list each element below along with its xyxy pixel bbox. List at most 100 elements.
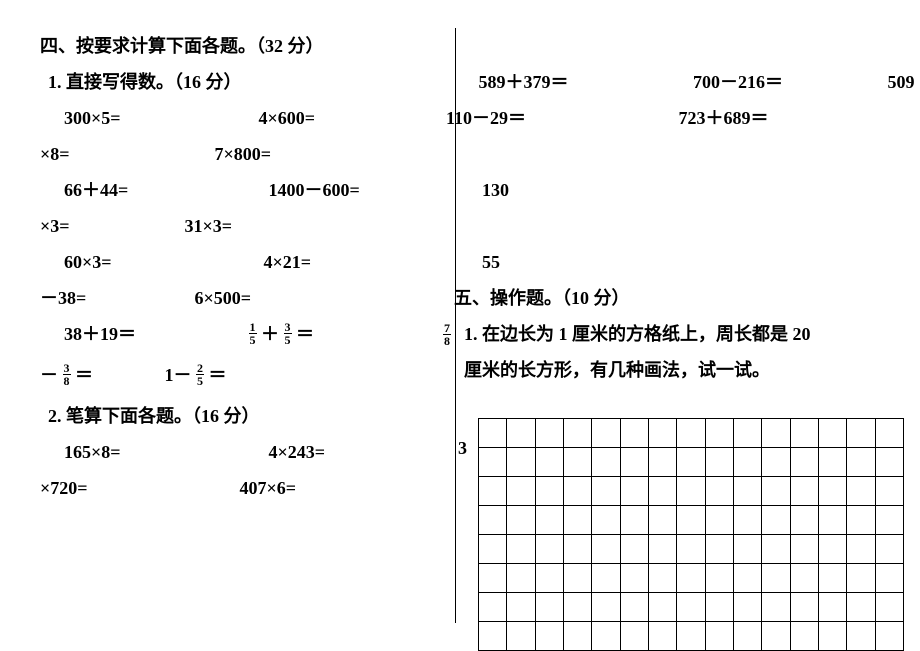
grid-cell (790, 419, 818, 448)
expr: 7×800= (215, 144, 272, 164)
grid-cell (847, 564, 875, 593)
calc-row: － 38 ＝ 1－ 25 ＝ (40, 352, 455, 398)
grid-cell (847, 622, 875, 651)
calc-row: 300×5= 4×600= (40, 100, 455, 136)
calc-row: 38＋19＝ 15 ＋ 35 ＝ (40, 316, 455, 352)
value: 130 (464, 172, 904, 208)
grid-cell (705, 593, 733, 622)
expr: 31×3= (185, 216, 233, 236)
grid-cell (677, 593, 705, 622)
grid-cell (563, 506, 591, 535)
grid-cell (733, 506, 761, 535)
q2-title: 2. 笔算下面各题。（16 分） (40, 398, 455, 434)
grid-cell (762, 419, 790, 448)
grid-cell (847, 593, 875, 622)
expr: 38＋19＝ (64, 316, 244, 352)
section5-title: 五、操作题。（10 分） (454, 280, 904, 316)
grid-cell (620, 564, 648, 593)
grid-cell (648, 448, 676, 477)
grid-cell (818, 535, 846, 564)
grid-cell (762, 564, 790, 593)
grid-cell (677, 419, 705, 448)
grid-cell (592, 593, 620, 622)
grid-cell (592, 506, 620, 535)
fraction: 38 (63, 362, 71, 387)
grid-cell (875, 564, 903, 593)
grid-cell (677, 506, 705, 535)
expr: 407×6= (240, 478, 297, 498)
spacer (464, 208, 904, 244)
grid-cell (733, 622, 761, 651)
grid-cell (479, 622, 507, 651)
grid-cell (733, 448, 761, 477)
grid-cell (733, 564, 761, 593)
grid-cell (535, 477, 563, 506)
grid-cell (705, 564, 733, 593)
right-column: 589＋379＝ 700－216＝ 509 110－29＝ 723＋689＝ 1… (456, 28, 904, 651)
grid-cell (648, 535, 676, 564)
grid-cell (875, 535, 903, 564)
grid-cell (563, 535, 591, 564)
section4-title: 四、按要求计算下面各题。（32 分） (40, 28, 455, 64)
grid-cell (563, 593, 591, 622)
grid-cell (677, 448, 705, 477)
grid-cell (818, 477, 846, 506)
grid-cell (818, 419, 846, 448)
grid-cell (762, 448, 790, 477)
grid-cell (847, 448, 875, 477)
two-column-layout: 四、按要求计算下面各题。（32 分） 1. 直接写得数。（16 分） 300×5… (40, 28, 920, 651)
grid-cell (535, 564, 563, 593)
grid-cell (507, 419, 535, 448)
grid-cell (847, 477, 875, 506)
grid-cell (705, 419, 733, 448)
grid-cell (677, 477, 705, 506)
calc-row: 60×3= 4×21= (40, 244, 455, 280)
calc-row: 589＋379＝ 700－216＝ 509 (464, 64, 904, 100)
expr: －38= (40, 280, 190, 316)
grid-cell (563, 419, 591, 448)
grid-cell (479, 448, 507, 477)
expr-frac: － 38 ＝ (40, 352, 160, 398)
expr-frac: 1－ 25 ＝ (165, 365, 227, 385)
expr: 589＋379＝ (479, 64, 689, 100)
grid-cell (847, 419, 875, 448)
grid-cell (818, 593, 846, 622)
grid-cell (790, 477, 818, 506)
expr: 4×243= (269, 442, 326, 462)
grid-cell (563, 622, 591, 651)
grid-cell (507, 564, 535, 593)
grid-cell (507, 535, 535, 564)
grid-cell (875, 477, 903, 506)
grid-cell (762, 535, 790, 564)
calc-row: ×3= 31×3= (40, 208, 455, 244)
grid-cell (535, 622, 563, 651)
grid-cell (677, 564, 705, 593)
grid-cell (592, 622, 620, 651)
grid-cell (762, 477, 790, 506)
grid-cell (507, 448, 535, 477)
fraction: 35 (284, 321, 292, 346)
grid-cell (535, 419, 563, 448)
value: 3 (458, 430, 467, 466)
spacer (464, 136, 904, 172)
grid-cell (648, 419, 676, 448)
q1-line: 78 1. 在边长为 1 厘米的方格纸上，周长都是 20 (446, 316, 904, 352)
worksheet-page: 四、按要求计算下面各题。（32 分） 1. 直接写得数。（16 分） 300×5… (0, 0, 920, 651)
grid-cell (875, 622, 903, 651)
expr: 4×600= (259, 108, 316, 128)
grid-cell (790, 448, 818, 477)
grid-cell (733, 477, 761, 506)
expr: 4×21= (264, 252, 312, 272)
grid-cell (762, 593, 790, 622)
grid-cell (790, 564, 818, 593)
grid-cell (479, 506, 507, 535)
grid-cell (479, 564, 507, 593)
grid-cell (535, 535, 563, 564)
calc-row: ×8= 7×800= (40, 136, 455, 172)
grid-cell (705, 477, 733, 506)
grid-cell (677, 535, 705, 564)
grid-cell (875, 593, 903, 622)
grid-cell (535, 448, 563, 477)
fraction: 78 (443, 322, 451, 347)
grid-cell (648, 506, 676, 535)
